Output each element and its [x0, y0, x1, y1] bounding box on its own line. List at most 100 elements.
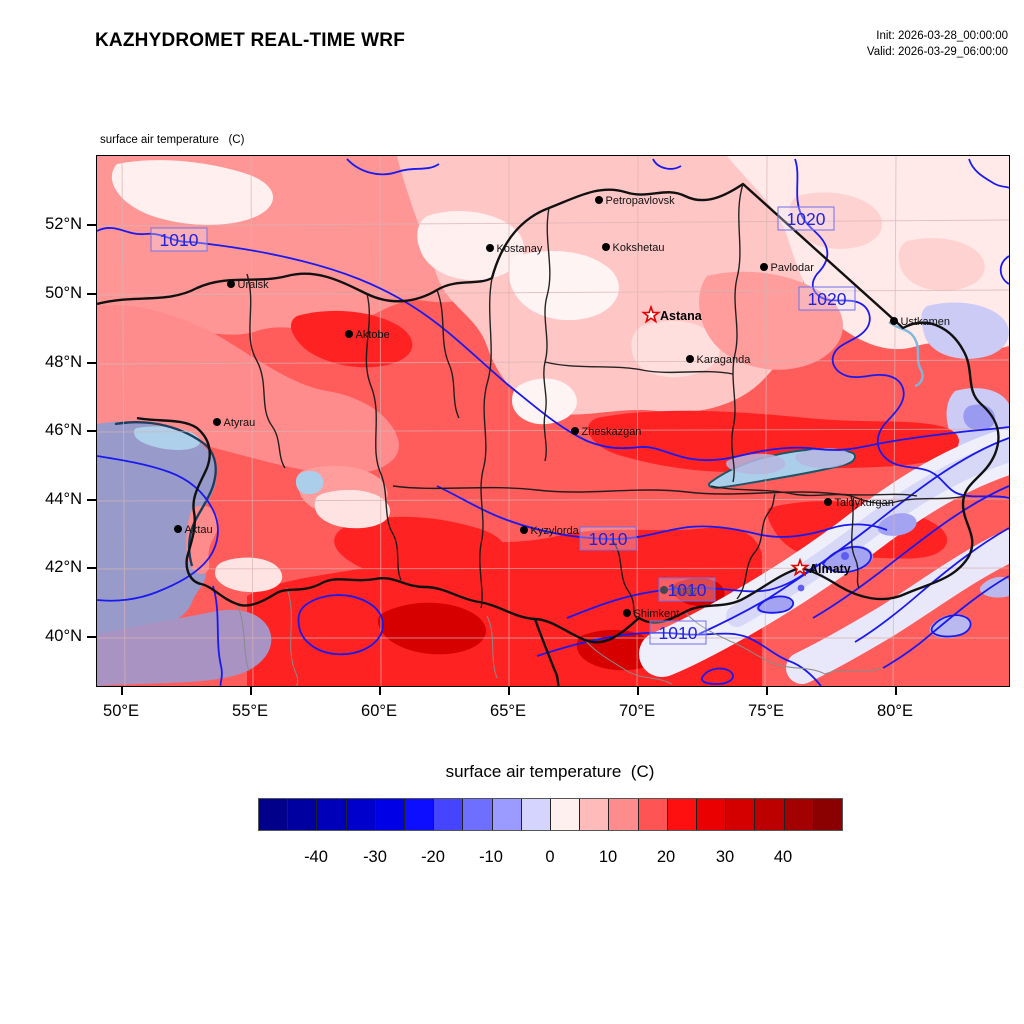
lon-tick [895, 687, 897, 695]
province-border-layer [246, 183, 966, 619]
svg-text:1020: 1020 [808, 289, 847, 309]
valid-time: Valid: 2026-03-29_06:00:00 [866, 46, 1008, 58]
lon-label: 75°E [748, 702, 784, 720]
city-label: Ustkamen [901, 316, 951, 328]
city-label: Petropavlovsk [606, 195, 676, 207]
isobar-label: 1010 [658, 577, 716, 602]
foreign-border-layer [236, 587, 882, 686]
city-marker: Taldykurgan [824, 497, 894, 509]
city-marker: Aktobe [345, 329, 390, 341]
graticule-layer [97, 156, 1009, 686]
lon-label: 60°E [361, 702, 397, 720]
legend-title: surface air temperature (C) [445, 762, 655, 781]
legend-tick: 20 [656, 848, 676, 866]
colorbar-segment [784, 799, 814, 830]
city-label: Karaganda [697, 354, 752, 366]
lon-tick [121, 687, 123, 695]
lat-label: 40°N [45, 627, 82, 645]
svg-text:1010: 1010 [160, 230, 199, 250]
lat-label: 52°N [45, 215, 82, 233]
city-label: Uralsk [238, 279, 270, 291]
city-label: Kokshetau [613, 242, 665, 254]
lon-tick [379, 687, 381, 695]
city-marker: Zheskazgan [571, 426, 641, 438]
lat-tick [87, 362, 96, 364]
svg-text:1020: 1020 [787, 209, 826, 229]
city-label: Zheskazgan [582, 426, 642, 438]
isobar-label: 1010 [150, 227, 208, 252]
legend-tick: 40 [773, 848, 793, 866]
city-marker: Kyzylorda [520, 525, 580, 537]
city-marker: Pavlodar [760, 262, 814, 274]
lat-label: 42°N [45, 558, 82, 576]
star-icon [641, 304, 661, 324]
colorbar-segment [609, 799, 639, 830]
map-panel: Petropavlovsk Kostanay Kokshetau Pavloda… [96, 155, 1010, 687]
colorbar-segment [405, 799, 435, 830]
lat-label: 48°N [45, 353, 82, 371]
colorbar-segment [580, 799, 610, 830]
city-label: Shimkent [634, 608, 680, 620]
lon-tick [766, 687, 768, 695]
run-times: Init: 2026-03-28_00:00:00 Valid: 2026-03… [867, 28, 1008, 60]
lat-tick [87, 567, 96, 569]
legend-colorbar [258, 798, 843, 831]
lon-tick [508, 687, 510, 695]
isobar-label: 1020 [777, 206, 835, 231]
colorbar-segment [434, 799, 464, 830]
capital-marker-astana: Astana [641, 304, 703, 324]
svg-text:1010: 1010 [668, 580, 707, 600]
init-time: Init: 2026-03-28_00:00:00 [876, 30, 1008, 42]
colorbar-segment [492, 799, 522, 830]
page-title: KAZHYDROMET REAL-TIME WRF [95, 30, 406, 51]
city-layer: Petropavlovsk Kostanay Kokshetau Pavloda… [174, 195, 950, 620]
lat-tick [87, 430, 96, 432]
lon-label: 55°E [232, 702, 268, 720]
isobar-label: 1020 [798, 286, 856, 311]
legend-tick: -20 [421, 848, 445, 866]
isobar-label: 1010 [649, 620, 707, 645]
colorbar-segment [551, 799, 581, 830]
map-canvas: Petropavlovsk Kostanay Kokshetau Pavloda… [97, 156, 1009, 686]
city-marker: Aktau [174, 524, 213, 536]
colorbar-segment [317, 799, 347, 830]
city-marker: Kokshetau [602, 242, 664, 254]
legend-tick: 30 [715, 848, 735, 866]
isobar-label-layer: 1010 1020 1020 1010 1010 1010 [150, 206, 856, 645]
lat-tick [87, 224, 96, 226]
colorbar-segment [463, 799, 493, 830]
city-marker: Uralsk [227, 279, 269, 291]
lon-label: 80°E [877, 702, 913, 720]
colorbar-segment [667, 799, 698, 830]
city-marker: Shimkent [623, 608, 679, 620]
legend-tick: 10 [598, 848, 618, 866]
colorbar-segment [638, 799, 668, 830]
colorbar-segment [375, 799, 406, 830]
city-label: Aktobe [356, 329, 390, 341]
legend-tick: -40 [304, 848, 328, 866]
colorbar-segment [259, 799, 289, 830]
city-label: Kyzylorda [531, 525, 580, 537]
subtitle-temperature: surface air temperature (C) [100, 134, 245, 146]
isobar-label: 1010 [579, 526, 637, 551]
lon-label: 65°E [490, 702, 526, 720]
city-label: Taraz [671, 585, 698, 597]
lat-label: 46°N [45, 421, 82, 439]
country-border-layer [97, 182, 1000, 686]
lat-tick [87, 636, 96, 638]
star-icon [790, 557, 810, 577]
colorbar-segment [755, 799, 785, 830]
city-label: Pavlodar [771, 262, 815, 274]
lon-label: 70°E [619, 702, 655, 720]
capital-label: Almaty [809, 562, 851, 576]
lon-tick [250, 687, 252, 695]
lat-label: 44°N [45, 490, 82, 508]
city-marker: Petropavlovsk [595, 195, 675, 207]
city-marker: Taraz [660, 585, 697, 597]
city-label: Aktau [185, 524, 213, 536]
city-label: Atyrau [224, 417, 256, 429]
colorbar-segment [521, 799, 552, 830]
colorbar-segment [346, 799, 376, 830]
colorbar-segment [288, 799, 318, 830]
svg-text:1010: 1010 [589, 529, 628, 549]
